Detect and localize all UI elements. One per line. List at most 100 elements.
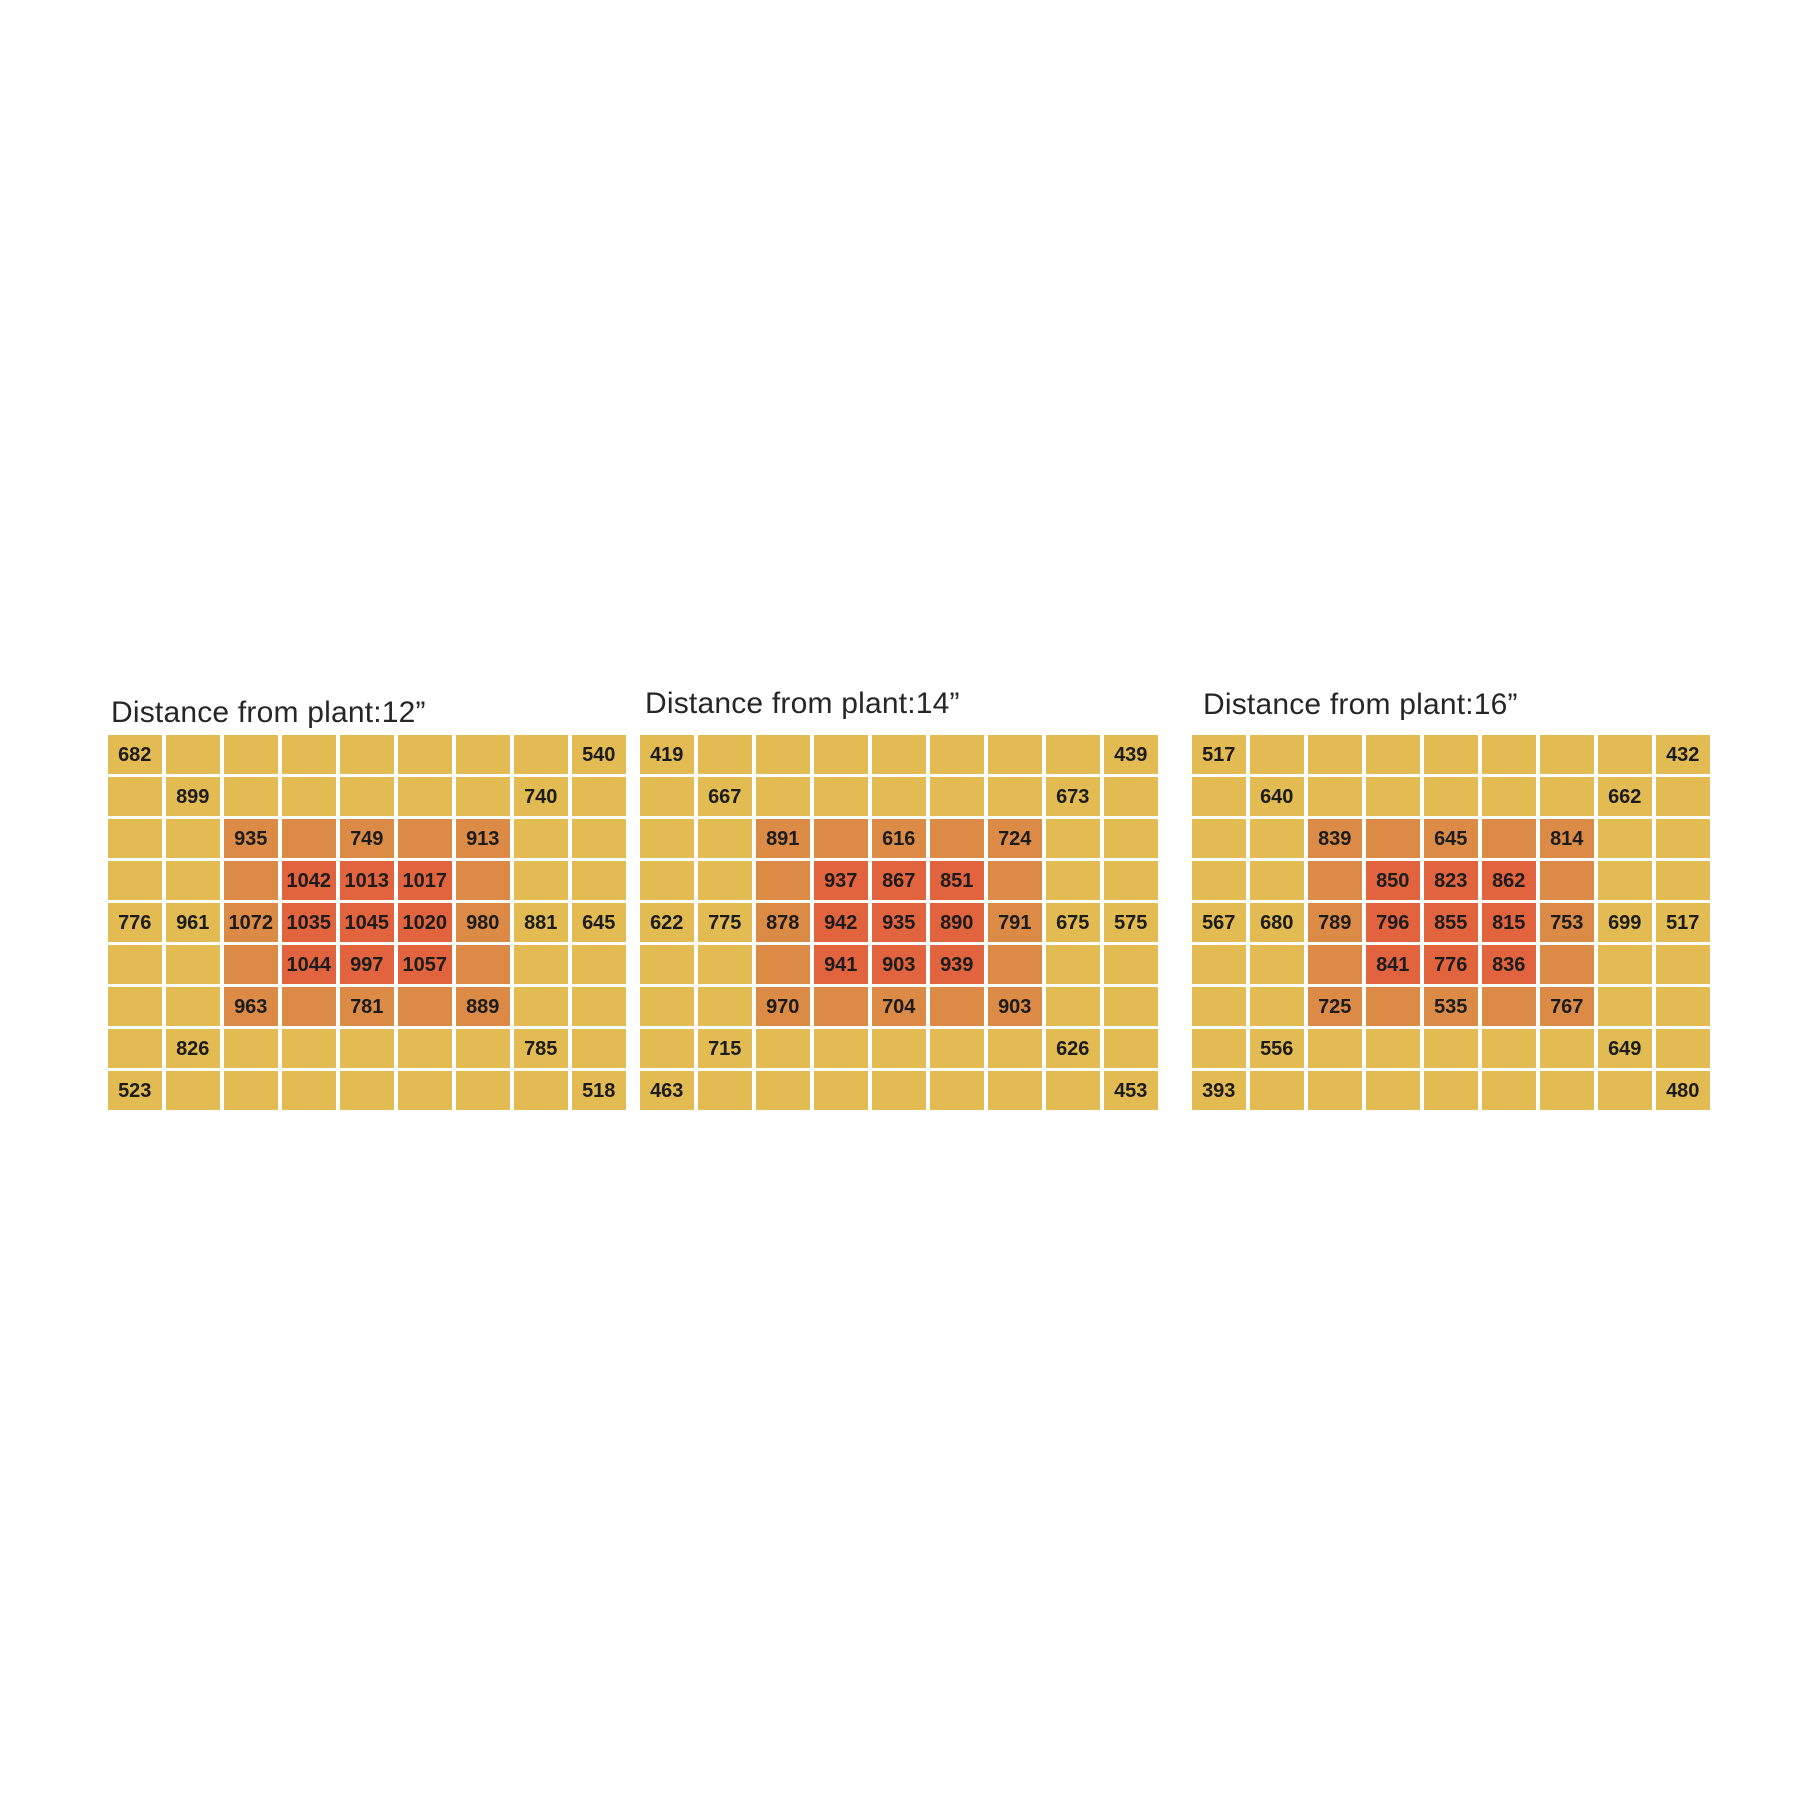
heatmap-cell — [1046, 819, 1100, 858]
heatmap-cell — [108, 1029, 162, 1068]
heatmap-cell — [1540, 861, 1594, 900]
heatmap-cell: 518 — [572, 1071, 626, 1110]
heatmap-cell — [1598, 861, 1652, 900]
heatmap-cell — [1104, 861, 1158, 900]
heatmap-cell — [1366, 1071, 1420, 1110]
heatmap-cell: 740 — [514, 777, 568, 816]
heatmap-cell — [1046, 945, 1100, 984]
heatmap-cell — [1192, 987, 1246, 1026]
heatmap-cell — [224, 945, 278, 984]
heatmap-cell: 796 — [1366, 903, 1420, 942]
heatmap-cell: 815 — [1482, 903, 1536, 942]
heatmap-cell — [340, 1029, 394, 1068]
panel-title-14in: Distance from plant:14” — [645, 687, 960, 720]
heatmap-cell — [1482, 987, 1536, 1026]
heatmap-cell: 673 — [1046, 777, 1100, 816]
heatmap-cell: 453 — [1104, 1071, 1158, 1110]
heatmap-cell — [282, 987, 336, 1026]
heatmap-cell — [224, 861, 278, 900]
heatmap-cell: 814 — [1540, 819, 1594, 858]
heatmap-cell: 903 — [988, 987, 1042, 1026]
heatmap-cell — [1424, 777, 1478, 816]
heatmap-cell — [1192, 1029, 1246, 1068]
heatmap-cell — [1192, 945, 1246, 984]
heatmap-cell — [1308, 945, 1362, 984]
heatmap-cell — [456, 735, 510, 774]
heatmap-cell — [814, 735, 868, 774]
heatmap-cell — [1192, 819, 1246, 858]
heatmap-cell — [398, 819, 452, 858]
heatmap-cell — [572, 987, 626, 1026]
heatmap-cell: 463 — [640, 1071, 694, 1110]
heatmap-cell: 1020 — [398, 903, 452, 942]
heatmap-cell — [1250, 819, 1304, 858]
heatmap-cell — [1104, 819, 1158, 858]
heatmap-cell: 1044 — [282, 945, 336, 984]
heatmap-cell — [1308, 1071, 1362, 1110]
heatmap-cell: 715 — [698, 1029, 752, 1068]
heatmap-cell: 785 — [514, 1029, 568, 1068]
heatmap-cell: 517 — [1656, 903, 1710, 942]
heatmap-cell — [108, 987, 162, 1026]
heatmap-cell — [1192, 777, 1246, 816]
heatmap-cell — [756, 1071, 810, 1110]
panel-title-12in: Distance from plant:12” — [111, 696, 426, 729]
heatmap-cell — [872, 1029, 926, 1068]
heatmap-cell — [1308, 1029, 1362, 1068]
heatmap-cell — [1250, 1071, 1304, 1110]
heatmap-grid-12in: 682 540 899 740 935 749 913 1042 1013 1017 776 961 1… — [108, 735, 626, 1110]
heatmap-cell — [872, 735, 926, 774]
heatmap-cell: 419 — [640, 735, 694, 774]
heatmap-cell: 675 — [1046, 903, 1100, 942]
heatmap-cell — [224, 777, 278, 816]
heatmap-cell: 941 — [814, 945, 868, 984]
heatmap-cell — [1482, 819, 1536, 858]
heatmap-cell — [1104, 945, 1158, 984]
heatmap-cell: 753 — [1540, 903, 1594, 942]
heatmap-cell: 517 — [1192, 735, 1246, 774]
heatmap-cell — [456, 1071, 510, 1110]
heatmap-cell — [514, 1071, 568, 1110]
heatmap-cell — [814, 1029, 868, 1068]
heatmap-cell — [398, 735, 452, 774]
heatmap-cell — [456, 1029, 510, 1068]
heatmap-cell: 480 — [1656, 1071, 1710, 1110]
heatmap-cell: 903 — [872, 945, 926, 984]
heatmap-cell — [1308, 735, 1362, 774]
heatmap-cell — [640, 777, 694, 816]
heatmap-cell: 937 — [814, 861, 868, 900]
heatmap-cell: 680 — [1250, 903, 1304, 942]
heatmap-cell: 645 — [1424, 819, 1478, 858]
heatmap-cell — [1540, 777, 1594, 816]
heatmap-cell: 961 — [166, 903, 220, 942]
heatmap-cell: 878 — [756, 903, 810, 942]
heatmap-cell — [1598, 987, 1652, 1026]
heatmap-cell — [1104, 1029, 1158, 1068]
heatmap-cell — [1540, 945, 1594, 984]
heatmap-cell — [282, 1071, 336, 1110]
heatmap-cell — [640, 945, 694, 984]
heatmap-cell — [1656, 861, 1710, 900]
heatmap-cell — [1308, 861, 1362, 900]
heatmap-cell — [340, 777, 394, 816]
heatmap-cell — [1366, 819, 1420, 858]
heatmap-cell — [1656, 945, 1710, 984]
heatmap-cell — [872, 1071, 926, 1110]
heatmap-cell: 889 — [456, 987, 510, 1026]
heatmap-cell: 767 — [1540, 987, 1594, 1026]
heatmap-cell — [1104, 777, 1158, 816]
heatmap-cell — [1366, 1029, 1420, 1068]
heatmap-cell — [930, 735, 984, 774]
heatmap-panel-14in: Distance from plant:14” 419 439 667 673 891 6… — [640, 683, 1160, 1123]
heatmap-cell — [988, 777, 1042, 816]
heatmap-cell — [108, 945, 162, 984]
heatmap-cell: 662 — [1598, 777, 1652, 816]
heatmap-cell — [1482, 777, 1536, 816]
heatmap-cell — [988, 1029, 1042, 1068]
heatmap-cell: 1072 — [224, 903, 278, 942]
heatmap-cell — [340, 1071, 394, 1110]
heatmap-cell — [108, 777, 162, 816]
heatmap-cell: 699 — [1598, 903, 1652, 942]
heatmap-cell: 997 — [340, 945, 394, 984]
